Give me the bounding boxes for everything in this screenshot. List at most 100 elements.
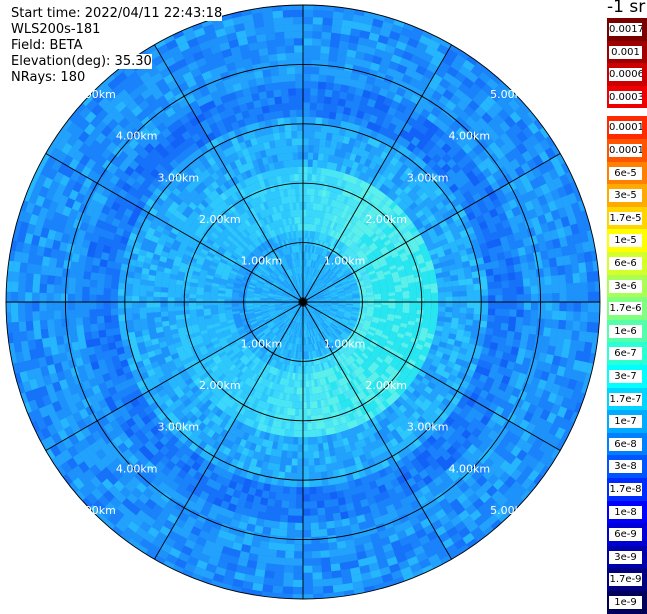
range-gate-cell <box>502 309 510 317</box>
range-gate-cell <box>509 280 517 289</box>
range-gate-cell <box>333 520 342 528</box>
range-gate-cell <box>314 458 321 466</box>
range-gate-cell <box>530 277 538 286</box>
range-gate-cell <box>545 285 553 295</box>
range-gate-cell <box>381 296 388 300</box>
range-gate-cell <box>292 444 298 451</box>
range-gate-cell <box>317 96 325 104</box>
range-gate-cell <box>276 543 286 551</box>
range-gate-cell <box>417 294 424 299</box>
range-gate-cell <box>303 88 311 95</box>
range-gate-cell <box>466 284 474 291</box>
range-gate-cell <box>481 302 488 309</box>
range-gate-cell <box>335 534 345 542</box>
range-gate-cell <box>290 480 297 488</box>
range-gate-cell <box>310 95 318 103</box>
range-gate-cell <box>316 501 324 509</box>
range-gate-cell <box>284 551 294 559</box>
range-gate-cell <box>467 308 475 315</box>
range-gate-cell <box>303 459 309 466</box>
range-gate-cell <box>326 75 335 83</box>
range-gate-cell <box>585 261 593 273</box>
range-gate-cell <box>446 302 453 308</box>
range-gate-cell <box>467 296 474 302</box>
range-gate-cell <box>564 330 572 341</box>
range-gate-cell <box>302 516 310 523</box>
range-gate-cell <box>319 457 326 465</box>
range-gate-cell <box>331 570 342 578</box>
range-gate-cell <box>438 307 445 313</box>
range-gate-cell <box>296 473 303 480</box>
range-gate-cell <box>326 528 336 536</box>
range-gate-cell <box>302 594 313 599</box>
range-gate-cell <box>332 18 343 26</box>
range-gate-cell <box>538 294 545 303</box>
range-gate-cell <box>303 110 310 117</box>
range-gate-cell <box>292 587 303 594</box>
range-gate-cell <box>573 283 581 294</box>
range-gate-cell <box>315 479 322 487</box>
range-gate-cell <box>303 117 310 124</box>
range-gate-cell <box>303 60 312 67</box>
range-gate-cell <box>321 479 329 487</box>
range-gate-cell <box>452 286 460 292</box>
range-gate-cell <box>528 261 536 271</box>
range-gate-cell <box>565 274 573 285</box>
range-gate-cell <box>274 564 285 572</box>
range-gate-cell <box>331 33 342 41</box>
range-gate-cell <box>303 31 313 38</box>
range-gate-cell <box>516 317 524 326</box>
range-gate-cell <box>299 402 303 409</box>
range-gate-cell <box>495 288 503 296</box>
range-gate-cell <box>279 515 288 523</box>
range-gate-cell <box>299 416 304 423</box>
range-gate-cell <box>587 282 595 293</box>
range-gate-cell <box>266 556 277 564</box>
range-gate-cell <box>524 302 531 311</box>
range-gate-cell <box>306 402 310 409</box>
range-gate-cell <box>585 332 593 344</box>
range-gate-cell <box>317 515 326 523</box>
range-gate-cell <box>293 566 303 573</box>
range-gate-cell <box>318 522 327 530</box>
range-gate-cell <box>316 110 324 118</box>
range-gate-cell <box>487 275 495 283</box>
range-gate-cell <box>580 312 588 323</box>
range-gate-cell <box>416 289 424 294</box>
range-gate-cell <box>311 67 320 75</box>
range-gate-cell <box>319 536 329 544</box>
range-gate-cell <box>572 273 580 284</box>
range-gate-cell <box>303 188 307 195</box>
range-gate-cell <box>321 39 331 47</box>
range-gate-cell <box>324 507 333 515</box>
range-gate-cell <box>297 459 303 466</box>
range-gate-cell <box>320 471 327 479</box>
range-gate-cell <box>307 437 313 444</box>
range-gate-cell <box>452 291 459 297</box>
range-gate-cell <box>309 480 316 487</box>
range-gate-cell <box>551 275 559 285</box>
range-gate-cell <box>279 522 288 530</box>
range-gate-cell <box>323 493 331 501</box>
range-gate-cell <box>302 551 312 558</box>
range-gate-cell <box>330 563 341 571</box>
range-gate-cell <box>303 74 312 81</box>
range-gate-cell <box>264 570 275 578</box>
range-gate-cell <box>495 295 502 303</box>
range-gate-cell <box>302 530 311 537</box>
range-gate-cell <box>282 486 290 494</box>
range-gate-cell <box>318 75 327 83</box>
range-gate-cell <box>403 306 410 310</box>
range-gate-cell <box>303 5 314 10</box>
range-gate-cell <box>327 535 337 543</box>
range-gate-cell <box>574 302 581 312</box>
range-gate-cell <box>329 47 339 55</box>
range-gate-cell <box>508 272 516 281</box>
range-gate-cell <box>319 543 329 551</box>
range-gate-cell <box>538 302 545 311</box>
range-gate-cell <box>306 394 310 401</box>
range-gate-cell <box>312 31 322 39</box>
range-gate-cell <box>453 297 460 303</box>
range-gate-cell <box>558 320 566 330</box>
range-gate-cell <box>531 294 538 303</box>
